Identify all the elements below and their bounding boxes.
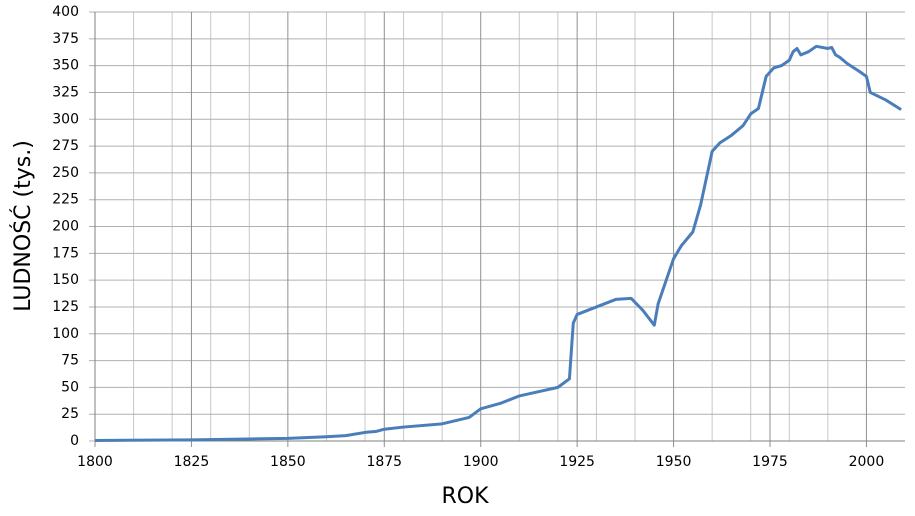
x-tick-label: 2000 — [849, 454, 885, 470]
y-tick-label: 275 — [52, 138, 79, 154]
y-tick-label: 125 — [52, 299, 79, 315]
y-tick-label: 250 — [52, 165, 79, 181]
y-tick-label: 375 — [52, 31, 79, 47]
y-tick-label: 175 — [52, 245, 79, 261]
y-tick-label: 75 — [61, 353, 79, 369]
x-tick-label: 1925 — [559, 454, 595, 470]
x-tick-label: 1975 — [752, 454, 788, 470]
y-tick-label: 200 — [52, 219, 79, 235]
y-tick-label: 25 — [61, 406, 79, 422]
y-tick-label: 325 — [52, 84, 79, 100]
x-tick-label: 1825 — [174, 454, 210, 470]
x-tick-label: 1875 — [366, 454, 402, 470]
y-tick-label: 50 — [61, 379, 79, 395]
y-tick-label: 350 — [52, 58, 79, 74]
data-line — [94, 44, 902, 442]
x-tick-label: 1950 — [656, 454, 692, 470]
x-axis-label: ROK — [441, 484, 489, 509]
y-tick-label: 300 — [52, 111, 79, 127]
x-tick-label: 1900 — [463, 454, 499, 470]
y-tick-label: 400 — [52, 4, 79, 20]
x-tick-label: 1850 — [270, 454, 306, 470]
y-tick-label: 0 — [70, 433, 79, 449]
x-tick-label: 1800 — [77, 454, 113, 470]
y-axis-label: LUDNOŚĆ (tys.) — [10, 140, 36, 312]
y-tick-label: 100 — [52, 326, 79, 342]
y-tick-label: 150 — [52, 272, 79, 288]
y-tick-label: 225 — [52, 192, 79, 208]
